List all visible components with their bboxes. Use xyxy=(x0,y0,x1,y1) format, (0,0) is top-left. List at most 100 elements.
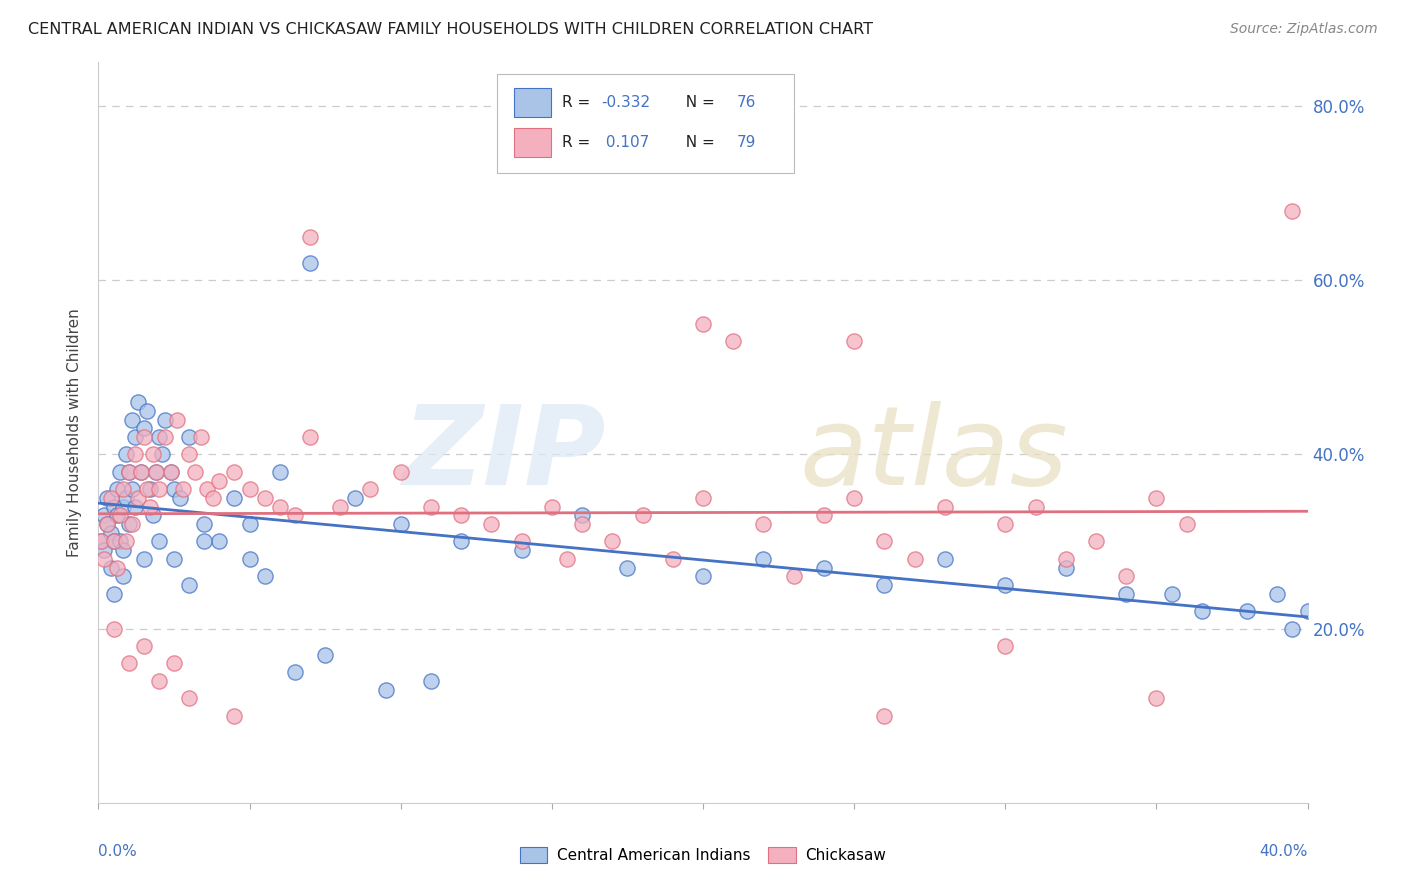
Text: R =: R = xyxy=(561,95,595,110)
Point xyxy=(179,691,201,706)
Text: N =: N = xyxy=(676,95,720,110)
Point xyxy=(253,491,276,505)
Point xyxy=(103,534,125,549)
Point xyxy=(148,673,170,688)
Point xyxy=(994,517,1017,532)
Point xyxy=(129,465,152,479)
Point xyxy=(692,569,714,583)
Point xyxy=(723,334,745,348)
Point xyxy=(873,534,896,549)
Point xyxy=(540,500,562,514)
Point xyxy=(208,474,231,488)
Text: 0.0%: 0.0% xyxy=(98,844,138,858)
Point xyxy=(813,560,835,574)
Text: Source: ZipAtlas.com: Source: ZipAtlas.com xyxy=(1230,22,1378,37)
Text: 76: 76 xyxy=(737,95,756,110)
Point xyxy=(90,534,112,549)
Point xyxy=(135,482,157,496)
Point xyxy=(783,569,806,583)
Point xyxy=(96,517,118,532)
FancyBboxPatch shape xyxy=(515,128,551,157)
Point xyxy=(100,560,122,574)
Point xyxy=(121,412,143,426)
Point xyxy=(160,465,183,479)
Point xyxy=(1281,203,1303,218)
Point xyxy=(132,639,155,653)
Point xyxy=(752,517,775,532)
Point xyxy=(111,569,134,583)
Point xyxy=(239,517,262,532)
Point xyxy=(111,543,134,558)
Text: R =: R = xyxy=(561,135,595,150)
Point xyxy=(1191,604,1213,618)
Point xyxy=(873,578,896,592)
Point xyxy=(103,622,125,636)
Point xyxy=(160,465,183,479)
Point xyxy=(100,491,122,505)
Point xyxy=(132,430,155,444)
Point xyxy=(124,430,146,444)
Point xyxy=(450,534,472,549)
Point xyxy=(692,491,714,505)
Point xyxy=(1236,604,1258,618)
Point xyxy=(195,482,218,496)
Point xyxy=(1175,517,1198,532)
Text: ZIP: ZIP xyxy=(402,401,606,508)
Point xyxy=(314,648,336,662)
Point xyxy=(145,465,167,479)
Point xyxy=(96,491,118,505)
Point xyxy=(631,508,654,523)
Point xyxy=(142,508,165,523)
Point xyxy=(661,552,683,566)
Point xyxy=(163,482,186,496)
Point xyxy=(1296,604,1319,618)
Point xyxy=(374,682,396,697)
Point xyxy=(202,491,225,505)
Point xyxy=(510,543,533,558)
Point xyxy=(253,569,276,583)
Point xyxy=(360,482,382,496)
Point xyxy=(994,578,1017,592)
Point xyxy=(153,430,176,444)
Point xyxy=(284,665,307,680)
Point xyxy=(1054,552,1077,566)
Point xyxy=(148,534,170,549)
Point xyxy=(93,552,115,566)
Point xyxy=(1160,587,1182,601)
Point xyxy=(179,578,201,592)
Point xyxy=(93,508,115,523)
Point xyxy=(148,430,170,444)
Text: 0.107: 0.107 xyxy=(602,135,650,150)
Point xyxy=(224,491,246,505)
Point xyxy=(299,430,322,444)
Point xyxy=(121,482,143,496)
Point xyxy=(420,673,443,688)
Y-axis label: Family Households with Children: Family Households with Children xyxy=(67,309,83,557)
Point xyxy=(692,317,714,331)
Point xyxy=(873,708,896,723)
Point xyxy=(224,465,246,479)
Point xyxy=(132,421,155,435)
Point xyxy=(142,447,165,461)
Point xyxy=(269,500,291,514)
Point xyxy=(145,465,167,479)
FancyBboxPatch shape xyxy=(515,87,551,117)
Point xyxy=(103,587,125,601)
Point xyxy=(1054,560,1077,574)
Point xyxy=(118,517,141,532)
Point xyxy=(153,412,176,426)
Point xyxy=(299,256,322,270)
Point xyxy=(114,491,136,505)
Point xyxy=(329,500,352,514)
Point xyxy=(118,465,141,479)
Point xyxy=(616,560,638,574)
Point xyxy=(90,534,112,549)
Point xyxy=(571,517,593,532)
Point xyxy=(108,465,131,479)
Point xyxy=(1281,622,1303,636)
Point xyxy=(1144,691,1167,706)
Point xyxy=(184,465,207,479)
Text: atlas: atlas xyxy=(800,401,1069,508)
Point xyxy=(139,482,162,496)
Legend: Central American Indians, Chickasaw: Central American Indians, Chickasaw xyxy=(513,841,893,869)
